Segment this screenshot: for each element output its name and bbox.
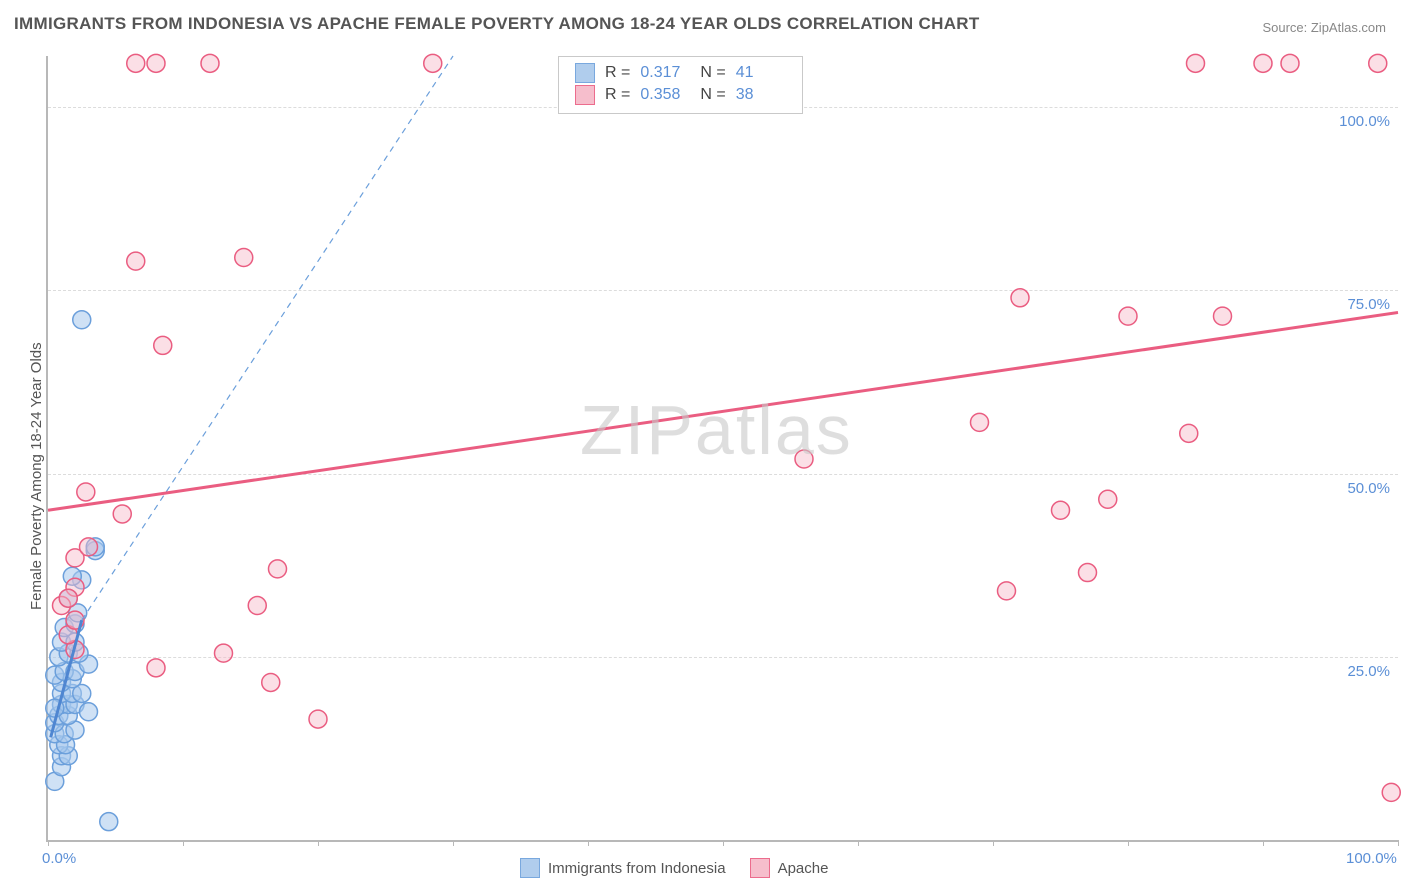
x-tick <box>723 840 724 846</box>
scatter-point <box>262 673 280 691</box>
scatter-point <box>1187 54 1205 72</box>
scatter-point <box>424 54 442 72</box>
scatter-point <box>73 311 91 329</box>
legend-label: Immigrants from Indonesia <box>548 860 726 877</box>
scatter-point <box>1180 424 1198 442</box>
series-swatch <box>575 63 595 83</box>
x-tick <box>1263 840 1264 846</box>
stats-row: R = 0.317 N = 41 <box>575 63 786 83</box>
scatter-point <box>215 644 233 662</box>
r-label: R = <box>605 86 630 104</box>
scatter-point <box>80 538 98 556</box>
x-tick-label: 0.0% <box>42 850 76 867</box>
scatter-point <box>1079 564 1097 582</box>
source-attribution: Source: ZipAtlas.com <box>1262 20 1386 35</box>
chart-title: IMMIGRANTS FROM INDONESIA VS APACHE FEMA… <box>14 14 980 34</box>
scatter-point <box>235 248 253 266</box>
source-label: Source: <box>1262 20 1310 35</box>
trend-line <box>48 312 1398 510</box>
r-label: R = <box>605 64 630 82</box>
scatter-point <box>80 703 98 721</box>
series-swatch <box>575 85 595 105</box>
legend-label: Apache <box>778 860 829 877</box>
plot-area: 25.0%50.0%75.0%100.0%0.0%100.0% <box>46 56 1398 842</box>
legend-bottom: Immigrants from Indonesia Apache <box>520 858 828 878</box>
stats-row: R = 0.358 N = 38 <box>575 85 786 105</box>
scatter-point <box>201 54 219 72</box>
n-value: 41 <box>736 64 786 82</box>
scatter-point <box>127 252 145 270</box>
plot-svg-layer <box>48 56 1398 840</box>
scatter-point <box>248 597 266 615</box>
n-label: N = <box>700 86 725 104</box>
x-tick <box>318 840 319 846</box>
x-tick <box>993 840 994 846</box>
scatter-point <box>1214 307 1232 325</box>
scatter-point <box>1119 307 1137 325</box>
n-label: N = <box>700 64 725 82</box>
scatter-point <box>998 582 1016 600</box>
scatter-point <box>1099 490 1117 508</box>
x-tick <box>588 840 589 846</box>
scatter-point <box>1011 289 1029 307</box>
trend-line-extension <box>82 56 453 620</box>
scatter-point <box>100 813 118 831</box>
scatter-point <box>147 659 165 677</box>
x-tick <box>858 840 859 846</box>
scatter-point <box>1254 54 1272 72</box>
scatter-point <box>1052 501 1070 519</box>
x-tick <box>1128 840 1129 846</box>
scatter-point <box>309 710 327 728</box>
x-tick <box>1398 840 1399 846</box>
y-axis-label: Female Poverty Among 18-24 Year Olds <box>28 342 45 610</box>
r-value: 0.317 <box>640 64 690 82</box>
source-link[interactable]: ZipAtlas.com <box>1311 20 1386 35</box>
x-tick <box>453 840 454 846</box>
scatter-point <box>795 450 813 468</box>
scatter-point <box>1369 54 1387 72</box>
x-tick-label: 100.0% <box>1346 850 1397 867</box>
chart-container: IMMIGRANTS FROM INDONESIA VS APACHE FEMA… <box>0 0 1406 892</box>
scatter-point <box>1382 783 1400 801</box>
scatter-point <box>154 336 172 354</box>
n-value: 38 <box>736 86 786 104</box>
scatter-point <box>127 54 145 72</box>
correlation-stats-box: R = 0.317 N = 41 R = 0.358 N = 38 <box>558 56 803 114</box>
legend-swatch <box>520 858 540 878</box>
x-tick <box>48 840 49 846</box>
legend-item: Apache <box>750 858 829 878</box>
legend-swatch <box>750 858 770 878</box>
scatter-point <box>971 413 989 431</box>
r-value: 0.358 <box>640 86 690 104</box>
scatter-point <box>1281 54 1299 72</box>
scatter-point <box>147 54 165 72</box>
x-tick <box>183 840 184 846</box>
scatter-point <box>77 483 95 501</box>
scatter-point <box>113 505 131 523</box>
legend-item: Immigrants from Indonesia <box>520 858 726 878</box>
scatter-point <box>269 560 287 578</box>
scatter-point <box>59 589 77 607</box>
